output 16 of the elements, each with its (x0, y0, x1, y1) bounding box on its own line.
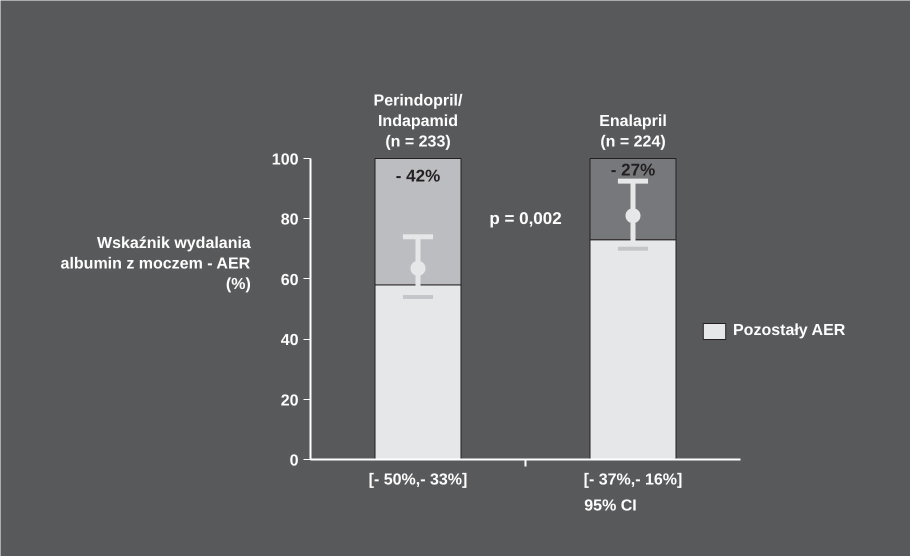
annotation: - 42% (396, 166, 440, 186)
legend-label: Pozostały AER (733, 322, 846, 340)
x-tick-label: [- 50%,- 33%] (368, 472, 468, 488)
y-tick-label: 20 (280, 392, 299, 410)
x-axis-title: 95% CI (584, 498, 637, 514)
annotation: - 27% (610, 160, 656, 180)
y-tick-label: 40 (280, 332, 299, 350)
y-axis-title: Wskaźnik wydalania albumin z moczem - AER (%) (60, 235, 251, 293)
y-tick-label: 60 (280, 272, 299, 289)
annotation: p = 0,002 (489, 209, 562, 228)
x-tick-label: [- 37%,- 16%] (584, 472, 682, 488)
annotation: Perindopril/ Indapamid (n = 233) (374, 92, 464, 150)
y-tick-label: 100 (272, 152, 299, 168)
y-tick-label: 80 (280, 212, 299, 229)
annotation: Enalapril (n = 224) (599, 113, 667, 150)
y-tick-label: 0 (290, 452, 299, 470)
